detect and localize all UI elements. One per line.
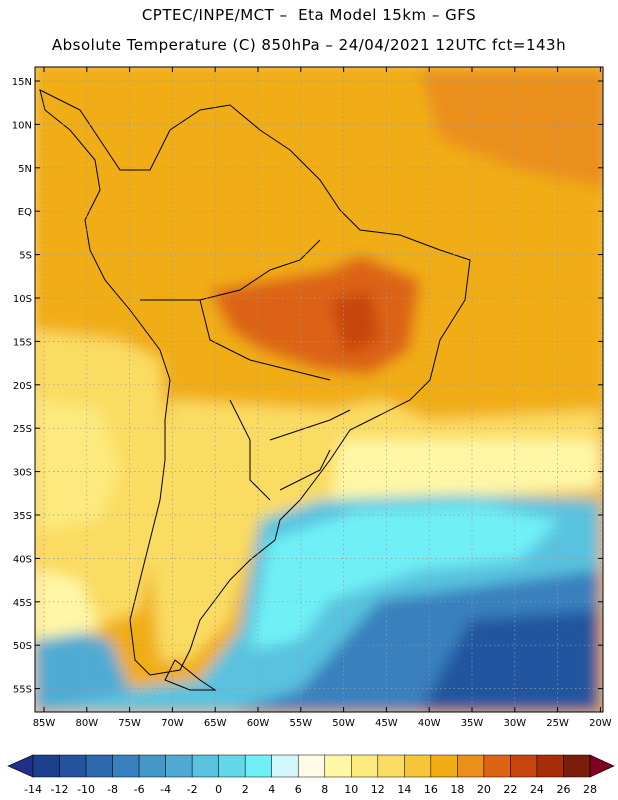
lat-label: 15N	[12, 77, 32, 88]
colorbar-under-arrow	[7, 754, 34, 778]
chart-subtitle: Absolute Temperature (C) 850hPa – 24/04/…	[51, 36, 567, 54]
lon-label: 65W	[204, 718, 227, 729]
chart-title: CPTEC/INPE/MCT – Eta Model 15km – GFS	[141, 6, 477, 24]
continent-outline	[39, 89, 471, 691]
lon-label: 30W	[503, 718, 526, 729]
colorbar-swatch	[297, 754, 326, 778]
lat-label: 5N	[18, 164, 32, 175]
colorbar-tick-label: -8	[107, 783, 118, 796]
lat-label: 50S	[13, 641, 32, 652]
colorbar-tick-label: -2	[187, 783, 198, 796]
colorbar-swatch	[430, 754, 458, 778]
colorbar-swatch	[536, 754, 564, 778]
colorbar-swatch	[510, 754, 538, 778]
lon-label: 35W	[461, 718, 484, 729]
colorbar: -14 -12 -10 -8 -6 -4 -2 0 2 4 6 8 10 12 14 16 18 20 22 24 26…	[7, 754, 615, 796]
lon-label: 55W	[289, 718, 312, 729]
colorbar-tick-label: 16	[424, 783, 438, 796]
lat-label: 30S	[13, 468, 32, 479]
colorbar-tick-label: 2	[242, 783, 249, 796]
lon-label: 40W	[418, 718, 441, 729]
colorbar-tick-label: 10	[344, 783, 358, 796]
colorbar-swatch	[138, 754, 166, 778]
colorbar-tick-label: -6	[134, 783, 145, 796]
colorbar-swatch	[457, 754, 485, 778]
lat-label: 40S	[13, 554, 32, 565]
colorbar-swatch	[165, 754, 193, 778]
lon-label: 60W	[247, 718, 270, 729]
colorbar-tick-label: 26	[556, 783, 570, 796]
colorbar-swatch	[32, 754, 60, 778]
lat-label: 20S	[13, 381, 32, 392]
lon-label: 70W	[161, 718, 184, 729]
lat-lon-grid	[35, 67, 603, 712]
colorbar-tick-label: 4	[268, 783, 275, 796]
colorbar-tick-label: 14	[397, 783, 411, 796]
colorbar-tick-label: 12	[371, 783, 385, 796]
lon-label: 20W	[589, 718, 612, 729]
colorbar-tick-label: 20	[477, 783, 491, 796]
lon-label: 85W	[33, 718, 56, 729]
lon-label: 50W	[332, 718, 355, 729]
colorbar-swatch	[351, 754, 379, 778]
colorbar-tick-label: -12	[51, 783, 69, 796]
colorbar-tick-label: 28	[583, 783, 597, 796]
colorbar-swatch	[271, 754, 299, 778]
lat-label: EQ	[18, 207, 32, 218]
lon-label: 25W	[546, 718, 569, 729]
colorbar-swatch	[483, 754, 511, 778]
colorbar-swatch	[377, 754, 405, 778]
lon-label: 45W	[375, 718, 398, 729]
colorbar-swatch	[324, 754, 352, 778]
colorbar-swatch	[191, 754, 219, 778]
lat-label: 5S	[19, 251, 32, 262]
lon-label: 75W	[118, 718, 141, 729]
lat-label: 35S	[13, 511, 32, 522]
colorbar-tick-label: 8	[321, 783, 328, 796]
colorbar-swatch	[563, 754, 591, 778]
colorbar-tick-label: -14	[24, 783, 42, 796]
lat-label: 15S	[13, 337, 32, 348]
colorbar-tick-label: 24	[530, 783, 544, 796]
lat-label: 45S	[13, 598, 32, 609]
colorbar-tick-label: 18	[450, 783, 464, 796]
colorbar-tick-label: 22	[503, 783, 517, 796]
lat-label: 10N	[12, 120, 32, 131]
colorbar-swatch	[244, 754, 272, 778]
colorbar-swatch	[112, 754, 140, 778]
colorbar-swatch	[404, 754, 432, 778]
lat-label: 55S	[13, 685, 32, 696]
colorbar-over-arrow	[589, 754, 615, 778]
colorbar-tick-label: 6	[295, 783, 302, 796]
lat-label: 25S	[13, 424, 32, 435]
colorbar-tick-label: -4	[160, 783, 171, 796]
colorbar-swatch	[85, 754, 113, 778]
map-frame	[34, 66, 604, 713]
colorbar-swatch	[218, 754, 246, 778]
lon-label: 80W	[75, 718, 98, 729]
colorbar-tick-label: 0	[215, 783, 222, 796]
colorbar-tick-label: -10	[77, 783, 95, 796]
lat-label: 10S	[13, 294, 32, 305]
colorbar-swatch	[59, 754, 87, 778]
